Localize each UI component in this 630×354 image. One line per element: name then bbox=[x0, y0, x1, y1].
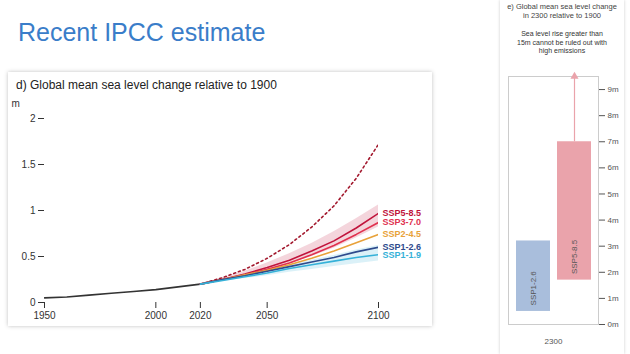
svg-text:1950: 1950 bbox=[33, 310, 56, 321]
svg-text:4m: 4m bbox=[608, 216, 619, 225]
svg-text:7m: 7m bbox=[608, 137, 619, 146]
svg-text:0.5: 0.5 bbox=[22, 251, 36, 262]
html-text:d) Global mean sea level chang: d) Global mean sea level change relative… bbox=[16, 78, 277, 92]
svg-text:3m: 3m bbox=[608, 242, 619, 251]
html-text:Sea level rise greater than 15: Sea level rise greater than 15m cannot b… bbox=[517, 30, 607, 54]
svg-text:2050: 2050 bbox=[256, 310, 279, 321]
svg-text:SSP1-2.6: SSP1-2.6 bbox=[529, 271, 538, 306]
svg-text:1m: 1m bbox=[608, 294, 619, 303]
svg-text:SSP5-8.5: SSP5-8.5 bbox=[570, 239, 579, 274]
svg-text:2: 2 bbox=[30, 113, 36, 124]
svg-text:5m: 5m bbox=[608, 190, 619, 199]
svg-text:SSP1-2.6: SSP1-2.6 bbox=[382, 242, 421, 253]
svg-text:0: 0 bbox=[30, 297, 36, 308]
svg-text:2100: 2100 bbox=[367, 310, 390, 321]
svg-text:SSP5-8.5: SSP5-8.5 bbox=[382, 208, 421, 219]
svg-text:SSP1-1.9: SSP1-1.9 bbox=[383, 250, 422, 260]
html-text:Recent IPCC estimate: Recent IPCC estimate bbox=[18, 18, 266, 46]
html-text:e) Global mean sea level chang: e) Global mean sea level change in 2300 … bbox=[507, 2, 617, 20]
svg-text:2020: 2020 bbox=[189, 310, 212, 321]
svg-text:9m: 9m bbox=[608, 85, 619, 94]
svg-text:2m: 2m bbox=[608, 268, 619, 277]
svg-text:6m: 6m bbox=[608, 163, 619, 172]
svg-text:2000: 2000 bbox=[145, 310, 168, 321]
svg-text:SSP2-4.5: SSP2-4.5 bbox=[383, 229, 422, 239]
svg-text:1.5: 1.5 bbox=[22, 159, 36, 170]
svg-text:2300: 2300 bbox=[545, 337, 563, 346]
svg-text:0m: 0m bbox=[608, 320, 619, 329]
svg-text:SSP3-7.0: SSP3-7.0 bbox=[383, 217, 422, 227]
svg-text:m: m bbox=[12, 98, 20, 109]
svg-text:8m: 8m bbox=[608, 111, 619, 120]
svg-text:1: 1 bbox=[30, 205, 36, 216]
